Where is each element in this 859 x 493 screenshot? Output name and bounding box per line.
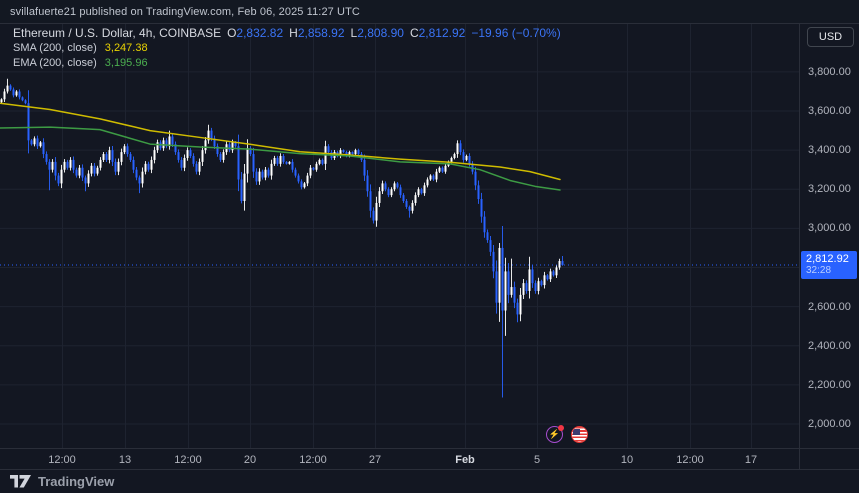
last-price-label: 2,812.92: [806, 252, 849, 265]
time-tick-label: 17: [744, 454, 758, 466]
change-value: −19.96 (−0.70%): [471, 26, 561, 40]
ohlc-value: 2,858.92: [297, 26, 345, 40]
tradingview-logo-icon: [10, 475, 31, 488]
currency-unit-button[interactable]: USD: [807, 27, 854, 47]
time-tick-label: Feb: [455, 454, 475, 466]
price-tick-label: 2,000.00: [808, 417, 851, 430]
ohlc-values: O2,832.82 H2,858.92 L2,808.90 C2,812.92: [221, 26, 465, 40]
time-tick-label: 27: [368, 454, 382, 466]
indicator-ema[interactable]: EMA (200, close) 3,195.96: [13, 56, 561, 70]
indicator-sma-value: 3,247.38: [104, 42, 148, 54]
price-tick-label: 2,400.00: [808, 339, 851, 352]
chart-frame: Ethereum / U.S. Dollar, 4h, COINBASE O2,8…: [0, 24, 859, 470]
ohlc-key: O: [227, 26, 237, 40]
lightning-icon: ⚡: [548, 429, 561, 439]
ohlc-value: 2,808.90: [357, 26, 404, 40]
price-tick-label: 3,600.00: [808, 105, 851, 118]
tradingview-logo-text: TradingView: [38, 474, 115, 489]
time-tick-label: 20: [243, 454, 257, 466]
indicator-sma-label: SMA (200, close): [13, 42, 97, 54]
attribution-text: svillafuerte21 published on TradingView.…: [10, 5, 360, 18]
indicator-ema-value: 3,195.96: [104, 57, 148, 69]
ohlc-key: H: [289, 26, 298, 40]
time-tick-label: 12:00: [299, 454, 327, 466]
indicator-ema-label: EMA (200, close): [13, 57, 97, 69]
ohlc-key: C: [409, 26, 419, 40]
price-tick-label: 3,400.00: [808, 144, 851, 157]
price-axis[interactable]: 3,800.00 3,600.00 3,400.00 3,200.00 3,000.00…: [799, 24, 859, 470]
stream-event-icon[interactable]: ⚡: [546, 425, 564, 443]
time-tick-label: 5: [533, 454, 541, 466]
candlestick-chart[interactable]: [0, 24, 799, 448]
indicator-sma[interactable]: SMA (200, close) 3,247.38: [13, 41, 561, 55]
us-flag-event-icon[interactable]: [571, 426, 588, 443]
time-tick-label: 12:00: [676, 454, 704, 466]
time-axis[interactable]: 12:00 13 12:00 20 12:00 27 Feb 5 10 12:00 17: [0, 448, 859, 470]
tradingview-logo[interactable]: TradingView: [10, 474, 114, 489]
notification-dot: [558, 425, 564, 431]
time-tick-label: 12:00: [48, 454, 76, 466]
price-tick-label: 2,200.00: [808, 378, 851, 391]
last-price-badge: 2,812.92 32:28: [801, 250, 857, 279]
symbol-title[interactable]: Ethereum / U.S. Dollar, 4h, COINBASE: [13, 26, 222, 40]
price-tick-label: 3,200.00: [808, 183, 851, 196]
price-tick-label: 3,800.00: [808, 65, 851, 78]
chart-legend: Ethereum / U.S. Dollar, 4h, COINBASE O2,8…: [13, 26, 561, 70]
price-tick-label: 2,600.00: [808, 300, 851, 313]
ohlc-key: L: [350, 26, 358, 40]
flag-canton: [573, 429, 580, 435]
legend-main-row: Ethereum / U.S. Dollar, 4h, COINBASE O2,8…: [13, 26, 561, 40]
time-tick-label: 13: [118, 454, 132, 466]
time-tick-label: 10: [620, 454, 634, 466]
time-tick-label: 12:00: [174, 454, 202, 466]
price-tick-label: 3,000.00: [808, 222, 851, 235]
bar-countdown: 32:28: [806, 264, 832, 276]
attribution-bar: svillafuerte21 published on TradingView.…: [0, 0, 859, 24]
footer-bar: TradingView: [0, 470, 859, 493]
ohlc-value: 2,812.92: [418, 26, 466, 40]
ohlc-value: 2,832.82: [236, 26, 284, 40]
